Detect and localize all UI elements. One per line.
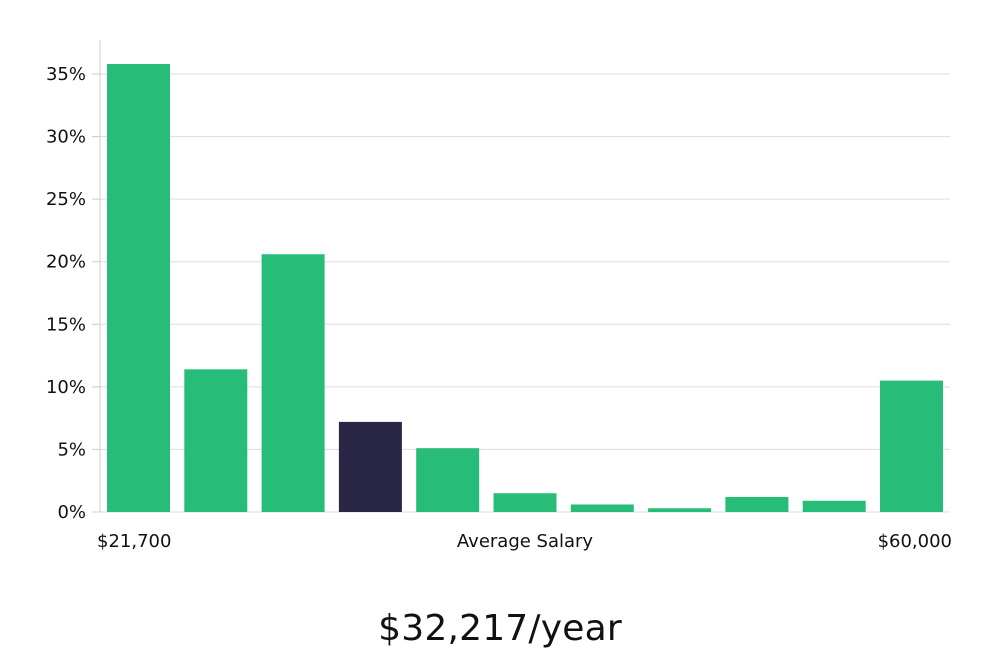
bar (880, 380, 943, 512)
bar (802, 500, 866, 512)
y-tick-label: 15% (46, 314, 86, 335)
bar (261, 254, 325, 512)
x-min-label: $21,700 (97, 531, 171, 552)
y-tick-labels: 0% 5% 10% 15% 20% 25% 30% 35% (46, 64, 100, 523)
bar (107, 64, 170, 513)
y-tick-label: 30% (46, 127, 86, 148)
average-salary-value: $32,217/year (378, 608, 622, 649)
y-tick-label: 5% (57, 439, 86, 460)
bar (570, 504, 634, 512)
bar-highlighted (338, 421, 402, 512)
y-tick-label: 25% (46, 189, 86, 210)
bar (416, 448, 480, 512)
bars (107, 64, 943, 513)
bar (184, 369, 248, 512)
bar (725, 496, 789, 512)
y-tick-label: 10% (46, 377, 86, 398)
x-axis-label: Average Salary (457, 531, 594, 552)
bar (493, 493, 557, 512)
y-tick-label: 20% (46, 252, 86, 273)
x-max-label: $60,000 (878, 531, 952, 552)
y-tick-label: 35% (46, 64, 86, 85)
y-tick-label: 0% (57, 502, 86, 523)
bar (648, 508, 712, 512)
salary-histogram: 0% 5% 10% 15% 20% 25% 30% 35% $21,700 Average S… (46, 40, 952, 552)
